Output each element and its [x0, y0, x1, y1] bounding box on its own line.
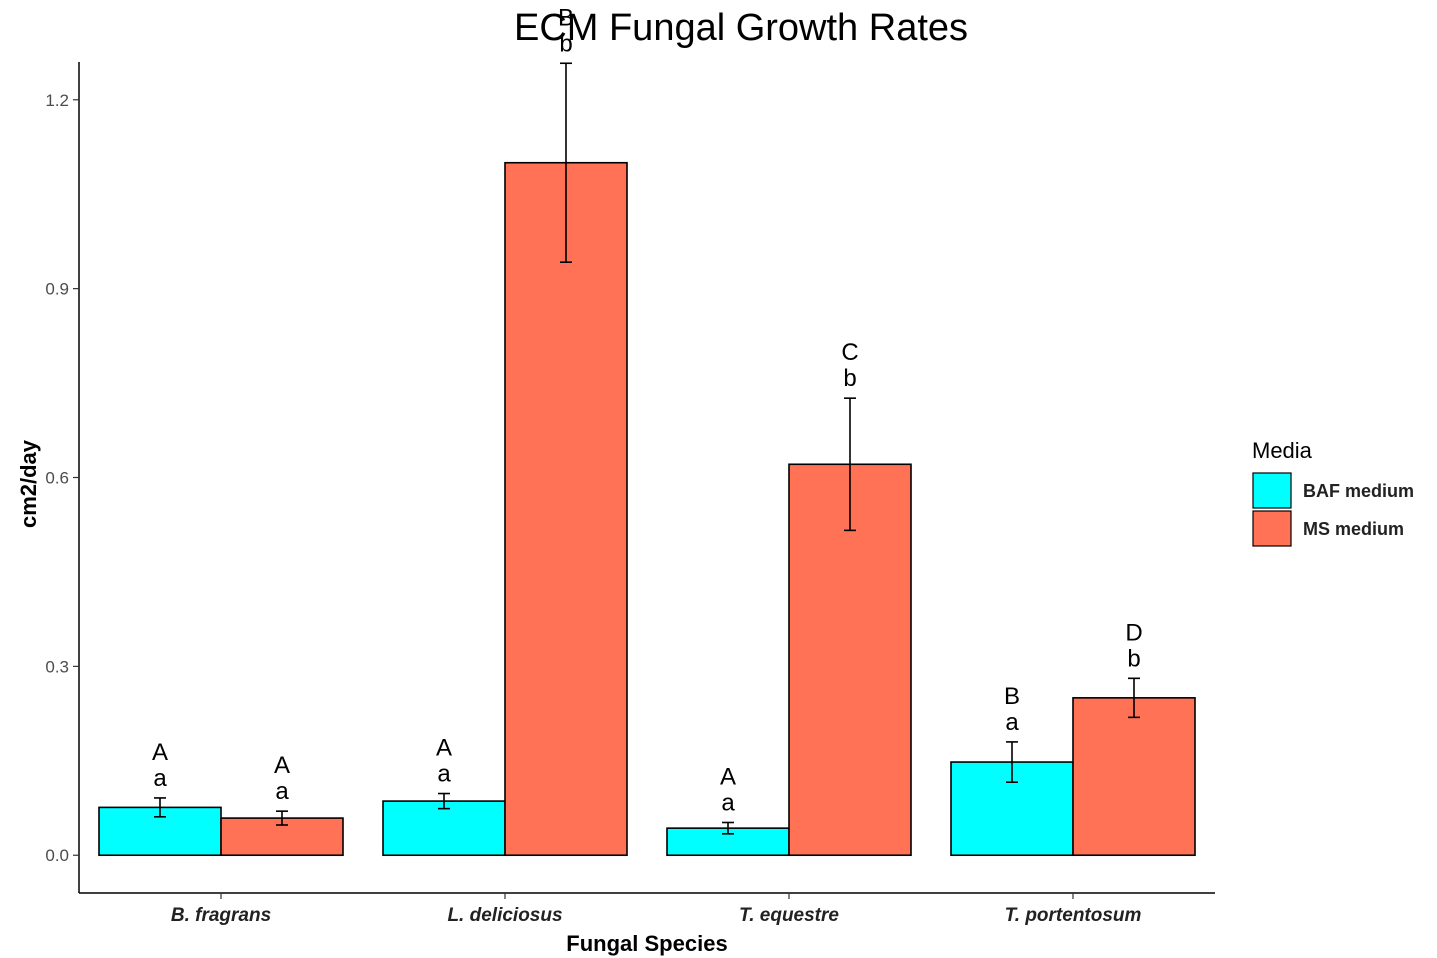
y-tick-label: 0.6	[45, 469, 69, 488]
x-tick-label: T. portentosum	[1005, 905, 1142, 926]
x-axis-title: Fungal Species	[566, 931, 727, 956]
y-axis-title: cm2/day	[16, 439, 41, 528]
legend-swatch	[1252, 472, 1292, 509]
significance-upper-letter: A	[436, 735, 452, 762]
y-tick-label: 0.9	[45, 280, 69, 299]
legend-swatch	[1252, 510, 1292, 547]
legend-label: BAF medium	[1303, 481, 1414, 501]
significance-lower-letter: b	[1127, 645, 1140, 672]
bar	[1072, 697, 1196, 857]
significance-lower-letter: a	[1005, 709, 1019, 736]
legend: Media BAF medium MS medium	[1252, 438, 1414, 547]
significance-lower-letter: a	[153, 765, 167, 792]
significance-upper-letter: A	[274, 752, 290, 779]
significance-lower-letter: b	[843, 365, 856, 392]
x-tick-label: L. deliciosus	[447, 905, 562, 926]
significance-upper-letter: D	[1125, 619, 1142, 646]
significance-lower-letter: a	[275, 778, 289, 805]
significance-lower-letter: b	[559, 30, 572, 57]
axes: 0.0 0.3 0.6 0.9 1.2 B. fragrans L. deliciosus T…	[45, 62, 1215, 926]
legend-title: Media	[1252, 438, 1313, 463]
error-bars	[154, 62, 1140, 835]
legend-label: MS medium	[1303, 519, 1404, 539]
significance-upper-letter: C	[841, 339, 858, 366]
x-tick-label: B. fragrans	[171, 905, 271, 926]
significance-upper-letter: B	[558, 4, 574, 31]
y-tick-label: 0.3	[45, 657, 69, 676]
significance-upper-letter: A	[720, 763, 736, 790]
significance-lower-letter: a	[437, 761, 451, 788]
y-tick-label: 1.2	[45, 91, 69, 110]
bar	[504, 161, 628, 857]
chart-title: ECM Fungal Growth Rates	[514, 7, 968, 49]
bars	[98, 161, 1196, 857]
bar	[382, 800, 506, 857]
significance-upper-letter: B	[1004, 683, 1020, 710]
significance-upper-letter: A	[152, 739, 168, 766]
x-tick-label: T. equestre	[739, 905, 839, 926]
significance-lower-letter: a	[721, 789, 735, 816]
y-tick-label: 0.0	[45, 846, 69, 865]
